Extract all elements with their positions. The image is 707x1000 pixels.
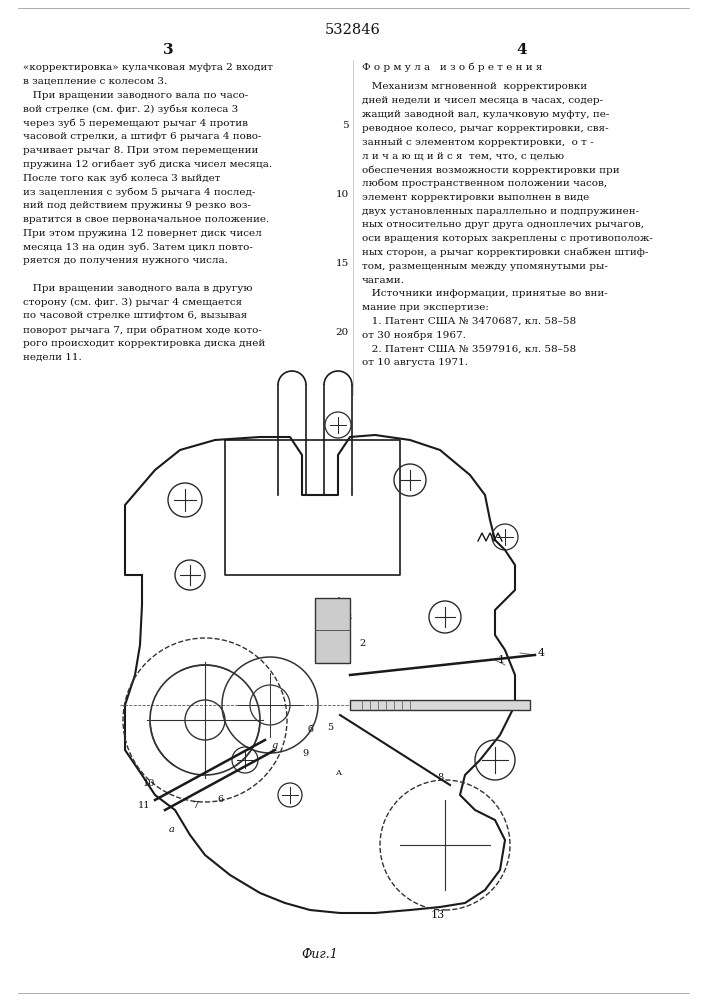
Text: от 10 августа 1971.: от 10 августа 1971. <box>362 358 468 367</box>
Text: жащий заводной вал, кулачковую муфту, пе-: жащий заводной вал, кулачковую муфту, пе… <box>362 110 609 119</box>
Text: 5: 5 <box>327 722 333 732</box>
Text: 3: 3 <box>163 43 173 57</box>
Text: двух установленных параллельно и подпружинен-: двух установленных параллельно и подпруж… <box>362 207 639 216</box>
Text: 1. Патент США № 3470687, кл. 58–58: 1. Патент США № 3470687, кл. 58–58 <box>362 317 576 326</box>
Text: элемент корректировки выполнен в виде: элемент корректировки выполнен в виде <box>362 193 589 202</box>
Text: 4: 4 <box>517 43 527 57</box>
Text: поворот рычага 7, при обратном ходе кото-: поворот рычага 7, при обратном ходе кото… <box>23 325 262 335</box>
Text: 2: 2 <box>359 639 365 648</box>
Text: любом пространственном положении часов,: любом пространственном положении часов, <box>362 179 607 188</box>
Text: дней недели и чисел месяца в часах, содер-: дней недели и чисел месяца в часах, соде… <box>362 96 603 105</box>
Text: «корректировка» кулачковая муфта 2 входит: «корректировка» кулачковая муфта 2 входи… <box>23 63 273 72</box>
Text: вратится в свое первоначальное положение.: вратится в свое первоначальное положение… <box>23 215 269 224</box>
Text: 3: 3 <box>345 612 351 621</box>
Bar <box>315 597 350 662</box>
Text: пружина 12 огибает зуб диска чисел месяца.: пружина 12 огибает зуб диска чисел месяц… <box>23 160 272 169</box>
Text: 5: 5 <box>342 121 349 130</box>
Text: в зацепление с колесом 3.: в зацепление с колесом 3. <box>23 77 168 86</box>
Text: ных относительно друг друга одноплечих рычагов,: ных относительно друг друга одноплечих р… <box>362 220 644 229</box>
Text: сторону (см. фиг. 3) рычаг 4 смещается: сторону (см. фиг. 3) рычаг 4 смещается <box>23 298 242 307</box>
Text: 9: 9 <box>302 748 308 758</box>
Text: 15: 15 <box>336 259 349 268</box>
Text: Фиг.1: Фиг.1 <box>302 948 339 962</box>
Text: обеспечения возможности корректировки при: обеспечения возможности корректировки пр… <box>362 165 619 175</box>
Text: вой стрелке (см. фиг. 2) зубья колеса 3: вой стрелке (см. фиг. 2) зубья колеса 3 <box>23 104 238 114</box>
Text: Ф о р м у л а   и з о б р е т е н и я: Ф о р м у л а и з о б р е т е н и я <box>362 63 542 73</box>
Text: мание при экспертизе:: мание при экспертизе: <box>362 303 489 312</box>
Text: по часовой стрелке штифтом 6, вызывая: по часовой стрелке штифтом 6, вызывая <box>23 311 247 320</box>
Text: При вращении заводного вала в другую: При вращении заводного вала в другую <box>23 284 252 293</box>
Text: ных сторон, а рычаг корректировки снабжен штиф-: ных сторон, а рычаг корректировки снабже… <box>362 248 648 257</box>
Text: A: A <box>335 596 341 604</box>
Text: рачивает рычаг 8. При этом перемещении: рачивает рычаг 8. При этом перемещении <box>23 146 258 155</box>
Text: чагами.: чагами. <box>362 276 405 285</box>
Text: 8: 8 <box>437 772 443 782</box>
Text: При этом пружина 12 повернет диск чисел: При этом пружина 12 повернет диск чисел <box>23 229 262 238</box>
Text: 532846: 532846 <box>325 23 381 37</box>
Text: л и ч а ю щ и й с я  тем, что, с целью: л и ч а ю щ и й с я тем, что, с целью <box>362 151 564 160</box>
Text: 20: 20 <box>336 328 349 337</box>
Text: A: A <box>335 769 341 777</box>
Text: ний под действием пружины 9 резко воз-: ний под действием пружины 9 резко воз- <box>23 201 251 210</box>
Text: рого происходит корректировка диска дней: рого происходит корректировка диска дней <box>23 339 265 348</box>
Text: оси вращения которых закреплены с противополож-: оси вращения которых закреплены с против… <box>362 234 653 243</box>
Text: через зуб 5 перемещают рычаг 4 против: через зуб 5 перемещают рычаг 4 против <box>23 118 248 128</box>
Text: реводное колесо, рычаг корректировки, свя-: реводное колесо, рычаг корректировки, св… <box>362 124 609 133</box>
Text: месяца 13 на один зуб. Затем цикл повто-: месяца 13 на один зуб. Затем цикл повто- <box>23 242 253 252</box>
Text: ряется до получения нужного числа.: ряется до получения нужного числа. <box>23 256 228 265</box>
Text: 10: 10 <box>143 778 155 788</box>
Text: g: g <box>272 740 278 750</box>
Text: 7: 7 <box>192 800 198 810</box>
Text: 2. Патент США № 3597916, кл. 58–58: 2. Патент США № 3597916, кл. 58–58 <box>362 345 576 354</box>
Text: часовой стрелки, а штифт 6 рычага 4 пово-: часовой стрелки, а штифт 6 рычага 4 пово… <box>23 132 262 141</box>
Text: от 30 ноября 1967.: от 30 ноября 1967. <box>362 331 466 340</box>
Text: 10: 10 <box>336 190 349 199</box>
Text: 13: 13 <box>431 910 445 920</box>
Text: б: б <box>307 726 313 734</box>
Text: занный с элементом корректировки,  о т -: занный с элементом корректировки, о т - <box>362 138 594 147</box>
Text: 11: 11 <box>137 800 150 810</box>
Text: Механизм мгновенной  корректировки: Механизм мгновенной корректировки <box>362 82 587 91</box>
Text: 1: 1 <box>498 655 505 665</box>
Text: недели 11.: недели 11. <box>23 353 82 362</box>
Text: 4: 4 <box>538 648 545 658</box>
Text: том, размещенным между упомянутыми ры-: том, размещенным между упомянутыми ры- <box>362 262 608 271</box>
Bar <box>350 700 530 710</box>
Text: a: a <box>169 826 175 834</box>
Text: После того как зуб колеса 3 выйдет: После того как зуб колеса 3 выйдет <box>23 173 221 183</box>
Text: 6: 6 <box>217 796 223 804</box>
Text: из зацепления с зубом 5 рычага 4 послед-: из зацепления с зубом 5 рычага 4 послед- <box>23 187 255 197</box>
Text: При вращении заводного вала по часо-: При вращении заводного вала по часо- <box>23 91 248 100</box>
Text: Источники информации, принятые во вни-: Источники информации, принятые во вни- <box>362 289 608 298</box>
